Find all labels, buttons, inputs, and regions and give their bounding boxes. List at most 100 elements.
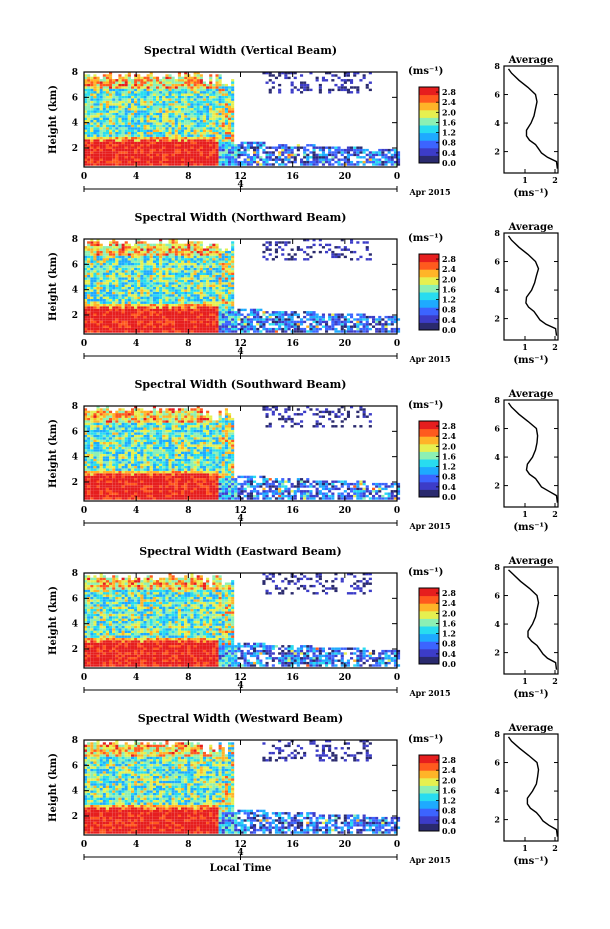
colorbar-tick-label: 0.0 — [442, 158, 456, 168]
average-title: Average — [508, 222, 554, 233]
y-tick-label: 8 — [72, 569, 78, 579]
y-axis-label: Height (km) — [48, 753, 59, 822]
date-label: Apr 2015 — [408, 354, 450, 364]
date-label: Apr 2015 — [408, 521, 450, 531]
x-tick-label: 16 — [286, 840, 299, 850]
colorbar-label: (ms⁻¹) — [408, 233, 443, 244]
colorbar-tick-label: 0.4 — [442, 649, 456, 659]
panel-4: Spectral Width (Westward Beam) 2 4 6 8 Height… — [48, 712, 559, 874]
average-profile-line — [507, 402, 559, 503]
average-x-tick-label: 2 — [552, 843, 558, 853]
colorbar-swatch — [419, 284, 439, 293]
colorbar-swatch — [419, 474, 439, 483]
colorbar-tick-label: 1.6 — [442, 284, 456, 294]
colorbar-tick-label: 2.4 — [442, 431, 456, 441]
colorbar-swatch — [419, 800, 439, 809]
colorbar-swatch — [419, 125, 439, 134]
y-tick-label: 4 — [72, 286, 78, 296]
average-title: Average — [508, 55, 554, 66]
y-tick-label: 6 — [72, 761, 78, 771]
colorbar-tick-label: 0.8 — [442, 639, 456, 649]
y-tick-label: 6 — [72, 93, 78, 103]
colorbar: 0.00.40.81.21.62.02.42.8 — [418, 420, 456, 502]
colorbar-swatch — [419, 648, 439, 657]
colorbar-tick-label: 1.6 — [442, 451, 456, 461]
date-tick-label: 4 — [237, 347, 243, 357]
x-tick-label: 0 — [81, 339, 87, 349]
average-x-tick-label: 1 — [522, 175, 528, 185]
x-tick-label: 4 — [133, 840, 139, 850]
colorbar: 0.00.40.81.21.62.02.42.8 — [418, 253, 456, 335]
date-label: Apr 2015 — [408, 187, 450, 197]
y-tick-label: 8 — [72, 235, 78, 245]
y-tick-label: 6 — [72, 260, 78, 270]
average-profile-panel: Average 2 4 6 8 1 2 (ms⁻¹) — [494, 723, 559, 867]
panel-title: Spectral Width (Vertical Beam) — [144, 44, 337, 57]
average-profile-panel: Average 2 4 6 8 1 2 (ms⁻¹) — [494, 556, 559, 700]
average-frame — [503, 733, 559, 842]
x-tick-label: 16 — [286, 172, 299, 182]
y-axis-label: Height (km) — [48, 85, 59, 154]
colorbar-tick-label: 0.4 — [442, 148, 456, 158]
average-y-tick-label: 2 — [494, 815, 500, 825]
average-x-axis-label: (ms⁻¹) — [513, 188, 548, 199]
average-title: Average — [508, 389, 554, 400]
average-y-tick-label: 8 — [494, 729, 500, 739]
colorbar-tick-label: 2.8 — [442, 588, 456, 598]
colorbar-swatch — [419, 777, 439, 786]
colorbar-label: (ms⁻¹) — [408, 734, 443, 745]
colorbar-tick-label: 2.0 — [442, 775, 456, 785]
average-profile-line — [507, 68, 559, 169]
x-tick-label: 12 — [234, 506, 247, 516]
x-tick-label: 20 — [339, 840, 352, 850]
x-tick-label: 0 — [394, 506, 400, 516]
y-tick-label: 2 — [72, 812, 78, 822]
colorbar-swatch — [419, 109, 439, 118]
colorbar-tick-label: 1.2 — [442, 128, 456, 138]
x-tick-label: 12 — [234, 673, 247, 683]
average-profile-line — [508, 569, 558, 670]
average-y-tick-label: 6 — [494, 758, 500, 768]
y-tick-label: 2 — [72, 645, 78, 655]
colorbar-swatch — [419, 155, 439, 164]
y-axis-label: Height (km) — [48, 252, 59, 321]
x-tick-label: 8 — [185, 840, 191, 850]
average-y-tick-label: 8 — [494, 228, 500, 238]
colorbar-swatch — [419, 269, 439, 278]
colorbar: 0.00.40.81.21.62.02.42.8 — [418, 587, 456, 669]
panel-1: Spectral Width (Northward Beam) 2 4 6 8 Heigh… — [48, 211, 559, 366]
colorbar-label: (ms⁻¹) — [408, 66, 443, 77]
date-tick-label: 4 — [237, 681, 243, 691]
y-tick-label: 4 — [72, 787, 78, 797]
colorbar-tick-label: 1.6 — [442, 117, 456, 127]
y-tick-label: 4 — [72, 453, 78, 463]
y-axis-label: Height (km) — [48, 419, 59, 488]
colorbar-swatch — [419, 147, 439, 156]
x-axis-label: Local Time — [210, 863, 272, 874]
colorbar-swatch — [419, 443, 439, 452]
heatmap-field — [84, 405, 401, 500]
x-tick-label: 20 — [339, 673, 352, 683]
average-x-axis-label: (ms⁻¹) — [513, 522, 548, 533]
average-x-tick-label: 2 — [552, 342, 558, 352]
x-tick-label: 8 — [185, 339, 191, 349]
colorbar-frame — [418, 754, 440, 832]
colorbar-swatch — [419, 459, 439, 468]
colorbar-swatch — [419, 603, 439, 612]
colorbar-tick-label: 1.2 — [442, 295, 456, 305]
colorbar-swatch — [419, 785, 439, 794]
colorbar-tick-label: 2.8 — [442, 421, 456, 431]
colorbar-swatch — [419, 610, 439, 619]
average-x-tick-label: 2 — [552, 676, 558, 686]
y-tick-label: 6 — [72, 594, 78, 604]
date-tick-label: 4 — [237, 848, 243, 858]
colorbar-tick-label: 0.0 — [442, 325, 456, 335]
colorbar-swatch — [419, 436, 439, 445]
average-x-axis-label: (ms⁻¹) — [513, 856, 548, 867]
heatmap-field — [84, 739, 401, 834]
colorbar-swatch — [419, 307, 439, 316]
average-x-tick-label: 1 — [522, 843, 528, 853]
colorbar-frame — [418, 253, 440, 331]
colorbar-tick-label: 2.0 — [442, 441, 456, 451]
colorbar-swatch — [419, 762, 439, 771]
